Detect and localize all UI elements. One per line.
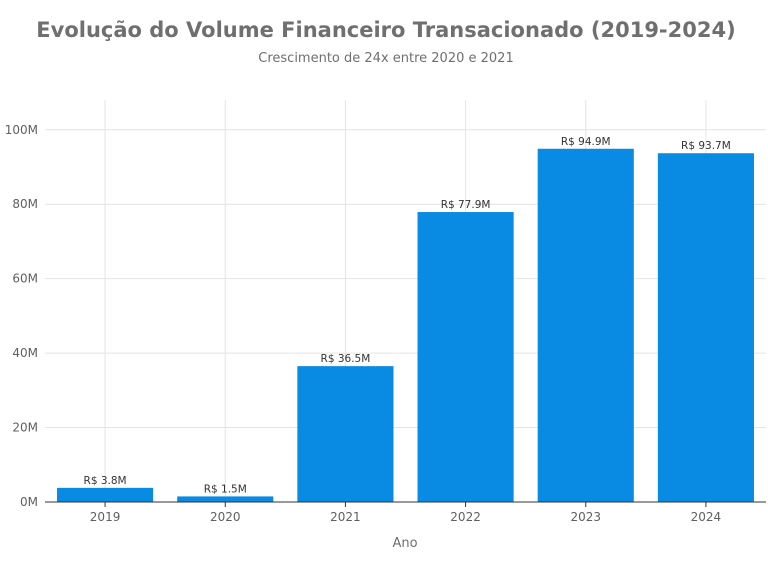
x-tick-label: 2022 (450, 510, 481, 524)
bar (297, 366, 394, 502)
x-tick-label: 2020 (210, 510, 241, 524)
bar-data-label: R$ 3.8M (84, 475, 127, 487)
bar (177, 496, 274, 502)
y-tick-label: 40M (12, 346, 38, 360)
bar (57, 487, 154, 502)
x-tick-label: 2019 (90, 510, 121, 524)
bar-data-label: R$ 94.9M (561, 136, 611, 148)
bar (537, 148, 634, 502)
bar (657, 153, 754, 502)
bar-data-labels: R$ 3.8M R$ 1.5M R$ 36.5M R$ 77.9M R$ 94.9M R$… (84, 136, 731, 496)
y-tick-label: 60M (12, 272, 38, 286)
x-axis: 2019 2020 2021 2022 2023 2024 (90, 502, 721, 524)
y-tick-label: 80M (12, 197, 38, 211)
bar-data-label: R$ 1.5M (204, 483, 247, 495)
y-tick-label: 20M (12, 421, 38, 435)
x-tick-label: 2021 (330, 510, 361, 524)
y-axis: 0M 20M 40M 60M 80M 100M (5, 123, 38, 509)
y-tick-label: 0M (20, 495, 38, 509)
bar-data-label: R$ 77.9M (441, 199, 491, 211)
bars (57, 148, 754, 503)
bar-data-label: R$ 36.5M (321, 353, 371, 365)
bar (417, 212, 514, 503)
x-tick-label: 2023 (570, 510, 601, 524)
bar-data-label: R$ 93.7M (681, 140, 731, 152)
y-tick-label: 100M (5, 123, 38, 137)
chart-title: Evolução do Volume Financeiro Transacion… (36, 18, 735, 42)
x-axis-title: Ano (392, 536, 417, 551)
chart-subtitle: Crescimento de 24x entre 2020 e 2021 (258, 51, 513, 66)
x-tick-label: 2024 (691, 510, 722, 524)
